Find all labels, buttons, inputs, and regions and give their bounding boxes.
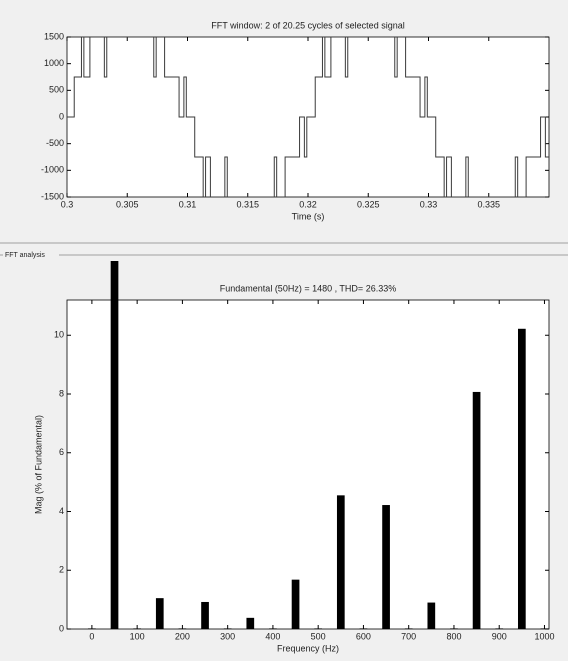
- x-tick-label: 500: [311, 631, 326, 641]
- x-tick-label: 1000: [534, 631, 554, 641]
- bar: [269, 628, 277, 629]
- bar: [427, 602, 436, 629]
- x-tick-label: 700: [401, 631, 416, 641]
- bar: [517, 328, 526, 629]
- y-tick-label: 2: [59, 565, 64, 575]
- y-tick-label: -500: [46, 138, 64, 148]
- chart-title: Fundamental (50Hz) = 1480 , THD= 26.33%: [220, 283, 396, 293]
- x-axis-label: Frequency (Hz): [277, 643, 339, 653]
- x-tick-label: 400: [265, 631, 280, 641]
- y-tick-label: -1000: [41, 165, 64, 175]
- x-tick-label: 0.335: [477, 199, 500, 209]
- x-tick-label: 300: [220, 631, 235, 641]
- panel-title: FFT analysis: [5, 252, 45, 259]
- x-tick-label: 600: [356, 631, 371, 641]
- chart-title: FFT window: 2 of 20.25 cycles of selecte…: [211, 20, 404, 30]
- x-tick-label: 900: [492, 631, 507, 641]
- bar: [314, 628, 323, 629]
- bar: [540, 628, 549, 629]
- bar: [110, 261, 119, 629]
- x-tick-label: 0: [89, 631, 94, 641]
- bar: [88, 628, 96, 629]
- bar: [359, 628, 368, 629]
- signal-line: [67, 37, 549, 197]
- y-tick-label: 0: [59, 623, 64, 633]
- bar: [495, 628, 504, 629]
- bar: [450, 628, 458, 629]
- y-tick-label: -1500: [41, 191, 64, 201]
- bar: [336, 495, 345, 629]
- bar: [404, 628, 413, 629]
- bar: [155, 598, 164, 629]
- x-tick-label: 0.33: [420, 199, 438, 209]
- y-tick-label: 1500: [44, 31, 64, 41]
- y-tick-label: 8: [59, 388, 64, 398]
- x-tick-label: 0.305: [116, 199, 139, 209]
- bar: [472, 391, 481, 629]
- panel-label-bg: [3, 250, 59, 260]
- bar: [246, 617, 255, 629]
- x-tick-label: 0.325: [357, 199, 380, 209]
- bar: [178, 628, 187, 629]
- x-tick-label: 0.31: [179, 199, 197, 209]
- plot-marks: [88, 261, 549, 629]
- bar: [223, 628, 232, 629]
- x-tick-label: 800: [446, 631, 461, 641]
- y-tick-label: 0: [59, 111, 64, 121]
- x-tick-label: 0.32: [299, 199, 317, 209]
- y-axis-label: Mag (% of Fundamental): [33, 415, 43, 514]
- x-tick-label: 0.3: [61, 199, 74, 209]
- bar: [291, 579, 300, 629]
- y-tick-label: 500: [49, 85, 64, 95]
- x-tick-label: 200: [175, 631, 190, 641]
- plot-marks: [67, 37, 549, 197]
- y-tick-label: 6: [59, 447, 64, 457]
- x-tick-label: 100: [130, 631, 145, 641]
- plot-area: [66, 299, 550, 630]
- y-tick-label: 10: [54, 330, 64, 340]
- bar: [201, 601, 209, 629]
- bar: [382, 505, 390, 629]
- y-tick-label: 4: [59, 506, 64, 516]
- y-tick-label: 1000: [44, 58, 64, 68]
- bar: [133, 628, 141, 629]
- x-axis-label: Time (s): [292, 211, 325, 221]
- x-tick-label: 0.315: [236, 199, 259, 209]
